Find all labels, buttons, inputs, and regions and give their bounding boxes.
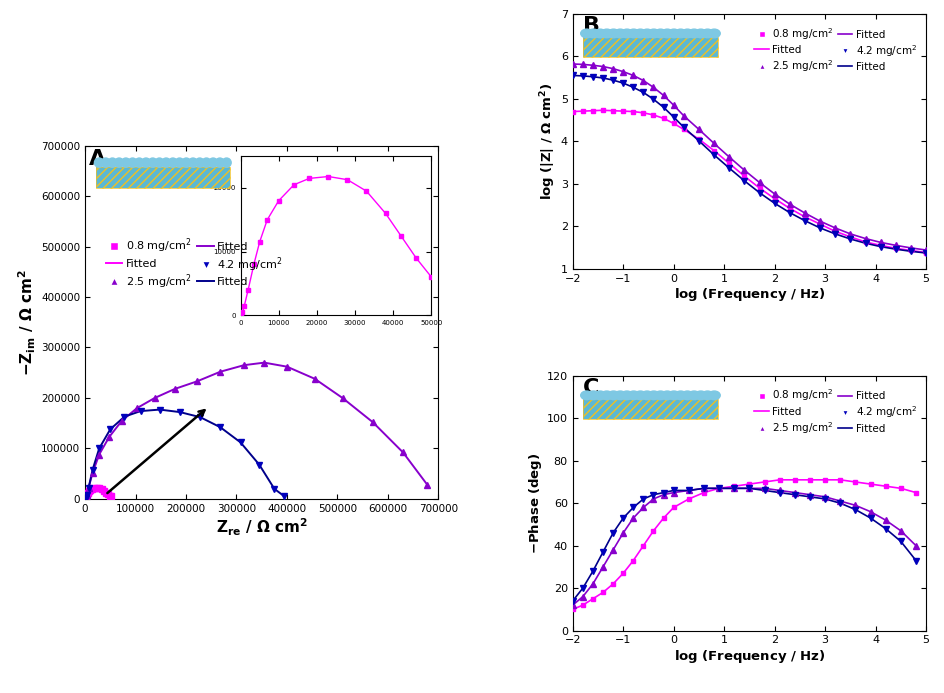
Circle shape xyxy=(667,391,680,400)
Circle shape xyxy=(155,158,164,167)
Circle shape xyxy=(687,29,700,37)
Circle shape xyxy=(94,158,104,167)
Circle shape xyxy=(640,29,652,37)
Circle shape xyxy=(687,391,700,400)
Circle shape xyxy=(188,158,197,167)
Legend: 0.8 mg/cm$^2$, Fitted, 2.5 mg/cm$^2$, Fitted, 4.2 mg/cm$^2$, Fitted: 0.8 mg/cm$^2$, Fitted, 2.5 mg/cm$^2$, Fi… xyxy=(750,383,919,439)
Circle shape xyxy=(175,158,184,167)
Bar xyxy=(95,167,229,188)
Circle shape xyxy=(633,391,646,400)
Circle shape xyxy=(640,391,652,400)
Circle shape xyxy=(581,29,592,37)
Circle shape xyxy=(661,29,672,37)
Circle shape xyxy=(594,391,605,400)
X-axis label: $\mathbf{log\ (Frequency\ /\ Hz)}$: $\mathbf{log\ (Frequency\ /\ Hz)}$ xyxy=(673,286,824,304)
Bar xyxy=(582,399,716,419)
Circle shape xyxy=(654,391,666,400)
Circle shape xyxy=(181,158,191,167)
Text: C: C xyxy=(582,378,599,398)
Circle shape xyxy=(648,391,659,400)
Circle shape xyxy=(215,158,225,167)
Circle shape xyxy=(700,391,713,400)
Legend: 0.8 mg/cm$^2$, Fitted, 2.5 mg/cm$^2$, Fitted, 4.2 mg/cm$^2$, Fitted: 0.8 mg/cm$^2$, Fitted, 2.5 mg/cm$^2$, Fi… xyxy=(750,21,919,78)
Circle shape xyxy=(694,391,706,400)
Circle shape xyxy=(581,391,592,400)
Circle shape xyxy=(142,158,150,167)
Circle shape xyxy=(148,158,157,167)
Circle shape xyxy=(627,391,639,400)
Circle shape xyxy=(620,29,632,37)
Bar xyxy=(95,167,229,188)
Legend: 0.8 mg/cm$^2$, Fitted, 2.5 mg/cm$^2$, Fitted, 4.2 mg/cm$^2$, Fitted: 0.8 mg/cm$^2$, Fitted, 2.5 mg/cm$^2$, Fi… xyxy=(101,232,287,295)
Circle shape xyxy=(614,29,626,37)
Circle shape xyxy=(607,29,619,37)
Circle shape xyxy=(209,158,217,167)
Y-axis label: $\mathbf{log\ (|Z|\ /\ \Omega\ cm^2)}$: $\mathbf{log\ (|Z|\ /\ \Omega\ cm^2)}$ xyxy=(538,82,557,200)
Circle shape xyxy=(674,29,686,37)
Circle shape xyxy=(161,158,171,167)
Circle shape xyxy=(101,158,110,167)
Y-axis label: $\mathbf{-Z_{im}}$ / $\mathbf{\Omega\ cm^2}$: $\mathbf{-Z_{im}}$ / $\mathbf{\Omega\ cm… xyxy=(17,269,39,376)
Text: B: B xyxy=(582,17,599,37)
Circle shape xyxy=(587,29,598,37)
Circle shape xyxy=(681,29,693,37)
Circle shape xyxy=(707,29,719,37)
X-axis label: $\mathbf{Z_{re}}$ / $\mathbf{\Omega\ cm^2}$: $\mathbf{Z_{re}}$ / $\mathbf{\Omega\ cm^… xyxy=(215,516,308,538)
X-axis label: $\mathbf{log\ (Frequency\ /\ Hz)}$: $\mathbf{log\ (Frequency\ /\ Hz)}$ xyxy=(673,648,824,665)
Circle shape xyxy=(627,29,639,37)
Circle shape xyxy=(654,29,666,37)
Circle shape xyxy=(222,158,231,167)
Circle shape xyxy=(648,29,659,37)
Circle shape xyxy=(121,158,130,167)
Circle shape xyxy=(700,29,713,37)
Circle shape xyxy=(674,391,686,400)
Circle shape xyxy=(114,158,124,167)
Bar xyxy=(582,37,716,58)
Circle shape xyxy=(633,29,646,37)
Circle shape xyxy=(594,29,605,37)
Bar xyxy=(582,399,716,419)
Circle shape xyxy=(108,158,117,167)
Circle shape xyxy=(600,391,612,400)
Circle shape xyxy=(667,29,680,37)
Bar xyxy=(582,37,716,58)
Y-axis label: $\mathbf{-Phase\ (deg)}$: $\mathbf{-Phase\ (deg)}$ xyxy=(527,453,544,554)
Circle shape xyxy=(707,391,719,400)
Circle shape xyxy=(135,158,143,167)
Circle shape xyxy=(620,391,632,400)
Circle shape xyxy=(600,29,612,37)
Circle shape xyxy=(194,158,204,167)
Circle shape xyxy=(607,391,619,400)
Circle shape xyxy=(681,391,693,400)
Circle shape xyxy=(614,391,626,400)
Circle shape xyxy=(661,391,672,400)
Circle shape xyxy=(127,158,137,167)
Circle shape xyxy=(168,158,177,167)
Circle shape xyxy=(694,29,706,37)
Text: A: A xyxy=(89,149,106,169)
Circle shape xyxy=(202,158,211,167)
Circle shape xyxy=(587,391,598,400)
